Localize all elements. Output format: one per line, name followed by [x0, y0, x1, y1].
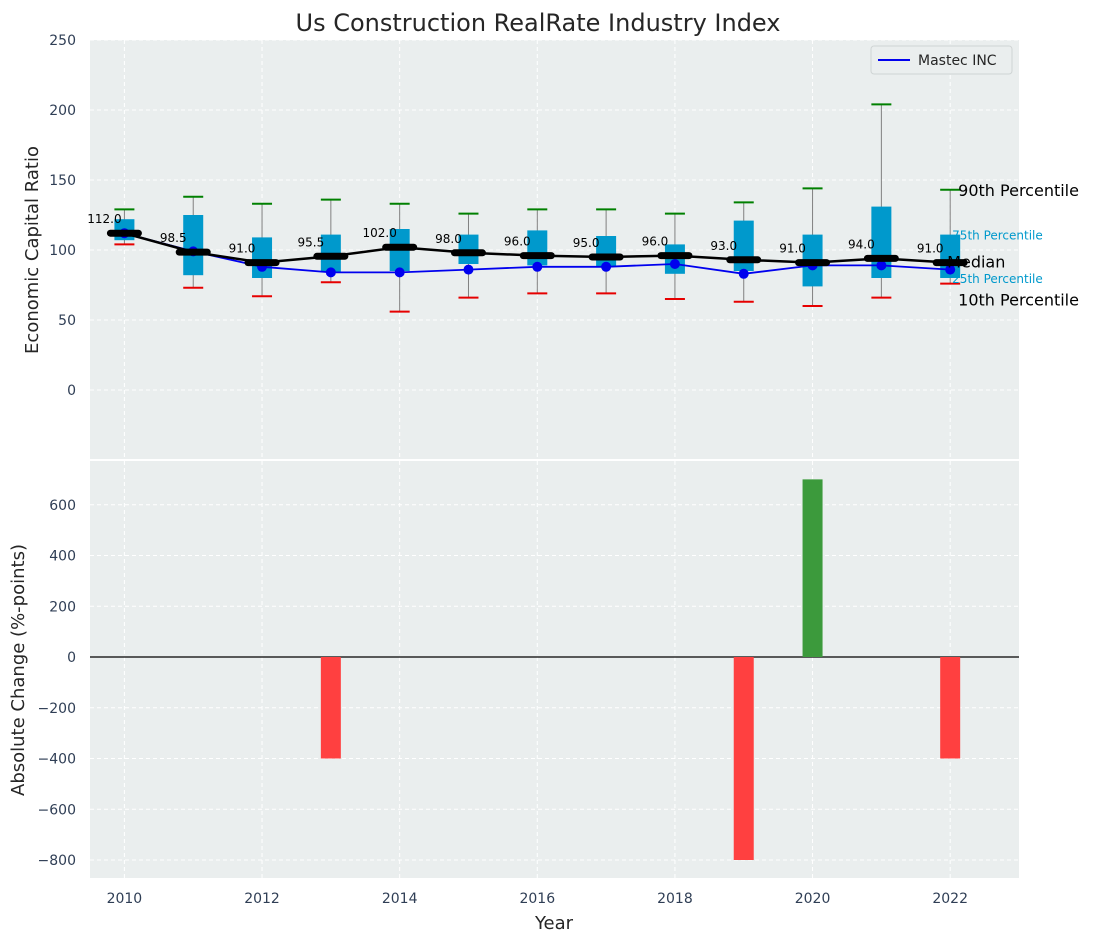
bottom-y-tick-label: −400 [38, 752, 76, 768]
bottom-y-tick-labels: −800 −600 −400 −200 0 200 400 600 [38, 498, 76, 869]
top-y-axis-label: Economic Capital Ratio [22, 146, 43, 354]
median-value-label: 95.5 [297, 235, 324, 249]
top-y-tick-label: 100 [49, 243, 76, 259]
median-value-label: 98.5 [160, 231, 187, 245]
x-tick-label: 2010 [107, 891, 143, 907]
x-tick-label: 2020 [795, 891, 831, 907]
box-iqr [183, 215, 204, 276]
mastec-point [394, 267, 405, 278]
top-marks: 112.0 98.5 91.0 95.5 102.0 98.0 96.0 95.0 96.0 93… [87, 103, 1079, 313]
median-value-label: 98.0 [435, 232, 462, 246]
bottom-y-tick-label: −600 [38, 802, 76, 818]
x-tick-labels: 2010 2012 2014 2016 2018 2020 2022 [107, 891, 968, 907]
bottom-y-tick-label: 400 [49, 549, 76, 565]
p90-annotation: 90th Percentile [958, 181, 1079, 200]
change-bar [733, 657, 754, 860]
top-y-tick-label: 50 [58, 313, 76, 329]
bottom-marks [90, 479, 1019, 860]
legend-label-mastec: Mastec INC [918, 53, 997, 69]
bottom-y-tick-label: 0 [67, 650, 76, 666]
bottom-y-tick-label: −200 [38, 701, 76, 717]
bottom-plot-area [90, 461, 1019, 878]
top-y-tick-label: 200 [49, 103, 76, 119]
x-tick-label: 2022 [932, 891, 968, 907]
median-value-label: 95.0 [573, 236, 600, 250]
box-iqr [940, 234, 961, 278]
top-y-tick-label: 250 [49, 33, 76, 49]
mastec-point [738, 268, 749, 279]
median-value-label: 112.0 [87, 212, 121, 226]
median-value-label: 96.0 [642, 235, 669, 249]
median-value-label: 93.0 [710, 239, 737, 253]
legend: Mastec INC [870, 45, 1013, 75]
top-grid [90, 39, 1019, 459]
bottom-y-tick-label: −800 [38, 853, 76, 869]
p25-annotation: 25th Percentile [952, 272, 1043, 286]
median-annotation: Median [947, 253, 1005, 272]
top-y-tick-label: 150 [49, 173, 76, 189]
legend-box [870, 45, 1013, 75]
x-tick-label: 2016 [519, 891, 555, 907]
x-tick-label: 2012 [244, 891, 280, 907]
change-bar [802, 479, 823, 657]
mastec-point [601, 261, 612, 272]
top-y-tick-labels: 0 50 100 150 200 250 [49, 33, 76, 399]
bottom-y-tick-label: 200 [49, 599, 76, 615]
mastec-point [532, 261, 543, 272]
p75-annotation: 75th Percentile [952, 229, 1043, 243]
x-axis-label: Year [534, 913, 574, 934]
mastec-point [945, 264, 956, 275]
top-y-tick-label: 0 [67, 383, 76, 399]
bottom-y-tick-label: 600 [49, 498, 76, 514]
chart-title: Us Construction RealRate Industry Index [296, 9, 781, 37]
median-value-label: 94.0 [848, 237, 875, 251]
median-value-label: 96.0 [504, 235, 531, 249]
median-value-label: 91.0 [917, 242, 944, 256]
change-bar [940, 657, 961, 759]
median-value-label: 91.0 [779, 242, 806, 256]
p10-annotation: 10th Percentile [958, 291, 1079, 310]
mastec-point [876, 260, 887, 271]
mastec-point [669, 259, 680, 269]
median-value-label: 102.0 [362, 226, 396, 240]
change-bar [320, 657, 341, 759]
x-tick-label: 2018 [657, 891, 693, 907]
x-tick-label: 2014 [382, 891, 418, 907]
mastec-point [463, 264, 474, 275]
median-value-label: 91.0 [229, 242, 256, 256]
mastec-point [325, 267, 336, 278]
bottom-y-axis-label: Absolute Change (%-points) [8, 544, 29, 796]
